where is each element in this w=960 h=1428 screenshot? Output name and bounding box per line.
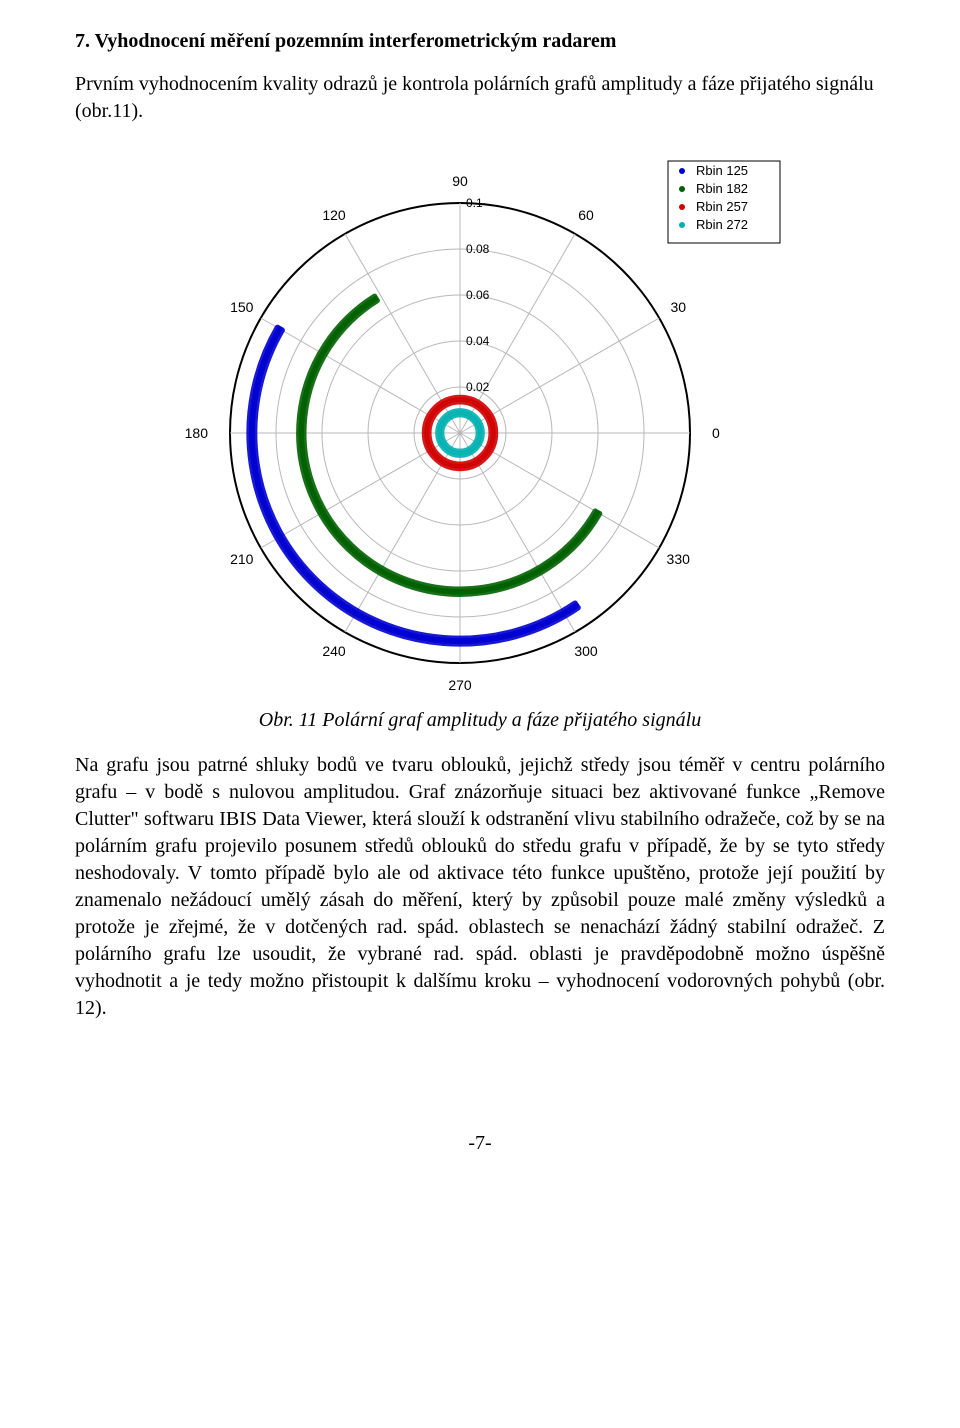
body-paragraph: Na grafu jsou patrné shluky bodů ve tvar… bbox=[75, 752, 885, 1022]
section-heading: 7. Vyhodnocení měření pozemním interfero… bbox=[75, 30, 885, 53]
angle-label: 150 bbox=[230, 299, 254, 315]
radial-tick-label: 0.1 bbox=[466, 196, 483, 210]
radial-tick-label: 0.04 bbox=[466, 334, 490, 348]
legend-marker bbox=[679, 186, 685, 192]
angle-label: 180 bbox=[185, 425, 209, 441]
angle-label: 60 bbox=[578, 207, 594, 223]
angle-label: 90 bbox=[452, 173, 468, 189]
angle-label: 0 bbox=[712, 425, 720, 441]
angle-label: 30 bbox=[670, 299, 686, 315]
legend-label: Rbin 272 bbox=[696, 217, 748, 232]
angle-label: 210 bbox=[230, 551, 254, 567]
figure-caption: Obr. 11 Polární graf amplitudy a fáze př… bbox=[75, 709, 885, 732]
angle-label: 120 bbox=[322, 207, 346, 223]
radial-tick-label: 0.06 bbox=[466, 288, 490, 302]
radial-tick-label: 0.02 bbox=[466, 380, 490, 394]
angle-label: 300 bbox=[574, 643, 598, 659]
polar-chart-svg: 0.02 0.04 0.06 0.08 0.1 0 30 60 90 120 150 180 210 24… bbox=[160, 143, 800, 703]
legend-label: Rbin 257 bbox=[696, 199, 748, 214]
polar-chart-figure: 0.02 0.04 0.06 0.08 0.1 0 30 60 90 120 150 180 210 24… bbox=[75, 143, 885, 703]
legend-marker bbox=[679, 222, 685, 228]
angle-label: 240 bbox=[322, 643, 346, 659]
legend-label: Rbin 182 bbox=[696, 181, 748, 196]
legend-marker bbox=[679, 204, 685, 210]
angle-label: 330 bbox=[667, 551, 691, 567]
page-number: -7- bbox=[75, 1132, 885, 1155]
intro-paragraph: Prvním vyhodnocením kvality odrazů je ko… bbox=[75, 71, 885, 125]
legend-label: Rbin 125 bbox=[696, 163, 748, 178]
legend-marker bbox=[679, 168, 685, 174]
angle-label: 270 bbox=[448, 677, 472, 693]
radial-tick-label: 0.08 bbox=[466, 242, 490, 256]
